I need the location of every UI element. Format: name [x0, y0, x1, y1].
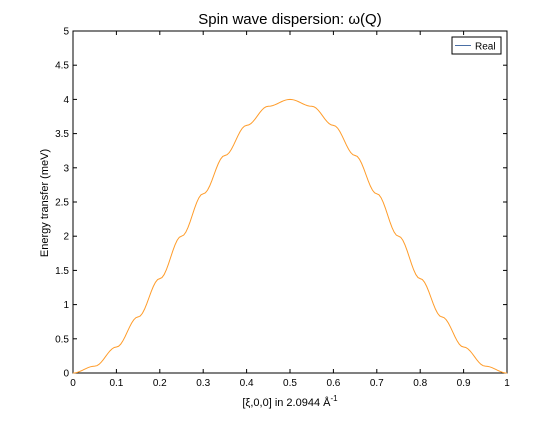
series-line-real [72, 98, 508, 374]
legend-box [451, 36, 502, 55]
y-tick-label: 5 [63, 27, 69, 38]
x-tick-label: 0.6 [326, 378, 340, 389]
y-tick-label: 3 [63, 163, 69, 174]
y-tick-label: 4 [63, 95, 69, 106]
y-tick-label: 1.5 [55, 266, 69, 277]
plot-frame [72, 30, 508, 374]
x-tick-label: 0.5 [283, 378, 297, 389]
x-tick-label: 0.3 [196, 378, 210, 389]
x-tick-label: 0.7 [370, 378, 384, 389]
y-tick-label: 0 [63, 369, 69, 380]
x-tick-label: 0.1 [109, 378, 123, 389]
x-tick-label: 0.4 [240, 378, 254, 389]
x-axis-label-superscript: -1 [330, 394, 338, 403]
y-tick-label: 2.5 [55, 198, 69, 209]
y-tick-label: 3.5 [55, 129, 69, 140]
x-axis-label-text: [ξ,0,0] in 2.0944 Å [242, 396, 331, 409]
x-tick-label: 0.8 [413, 378, 427, 389]
y-tick-label: 1 [63, 300, 69, 311]
legend-entry-label: Real [475, 42, 496, 53]
y-tick-label: 2 [63, 232, 69, 243]
x-axis-label: [ξ,0,0] in 2.0944 Å-1 [242, 394, 338, 409]
y-axis-label: Energy transfer (meV) [39, 149, 51, 257]
chart-title: Spin wave dispersion: ω(Q) [198, 11, 381, 28]
y-tick-label: 0.5 [55, 334, 69, 345]
y-tick-label: 4.5 [55, 61, 69, 72]
plot-area: 0 0.1 0.2 0.3 0.4 0.5 0.6 0.7 0.8 0.9 1 0 0.5 1 1.5 2 2.… [55, 27, 510, 390]
x-tick-label: 0.2 [153, 378, 167, 389]
x-tick-label: 0.9 [457, 378, 471, 389]
x-tick-label: 0 [70, 378, 76, 389]
x-tick-label: 1 [504, 378, 510, 389]
